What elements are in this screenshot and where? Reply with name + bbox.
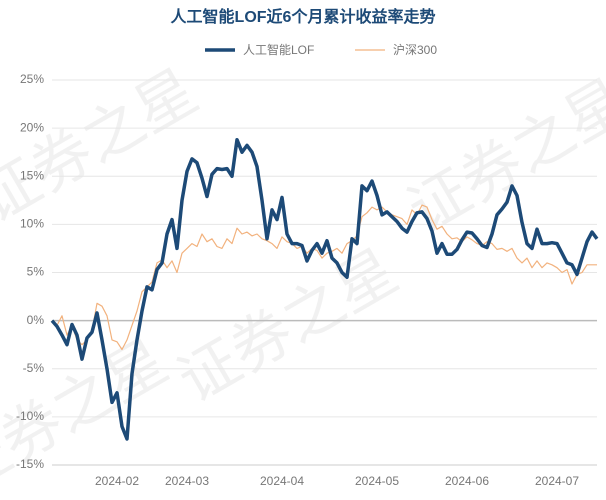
y-tick-label: 5% — [27, 265, 45, 279]
series-line — [50, 137, 599, 441]
y-tick-label: 25% — [20, 72, 44, 86]
legend-label: 人工智能LOF — [243, 42, 314, 57]
y-tick-label: 0% — [27, 313, 45, 327]
x-tick-label: 2024-05 — [355, 474, 399, 488]
x-tick-label: 2024-02 — [95, 474, 139, 488]
x-tick-label: 2024-06 — [445, 474, 489, 488]
chart-title: 人工智能LOF近6个月累计收益率走势 — [171, 7, 436, 26]
y-tick-label: -10% — [16, 409, 44, 423]
y-tick-label: 15% — [20, 168, 44, 182]
x-tick-label: 2024-07 — [535, 474, 579, 488]
legend-label: 沪深300 — [393, 43, 437, 57]
y-tick-label: 20% — [20, 120, 44, 134]
watermark: 证券之星 — [167, 237, 408, 415]
x-tick-label: 2024-04 — [260, 474, 304, 488]
y-tick-label: -15% — [16, 457, 44, 471]
y-tick-label: -5% — [23, 361, 45, 375]
x-tick-label: 2024-03 — [165, 474, 209, 488]
y-tick-label: 10% — [20, 217, 44, 231]
series-line — [51, 204, 597, 351]
